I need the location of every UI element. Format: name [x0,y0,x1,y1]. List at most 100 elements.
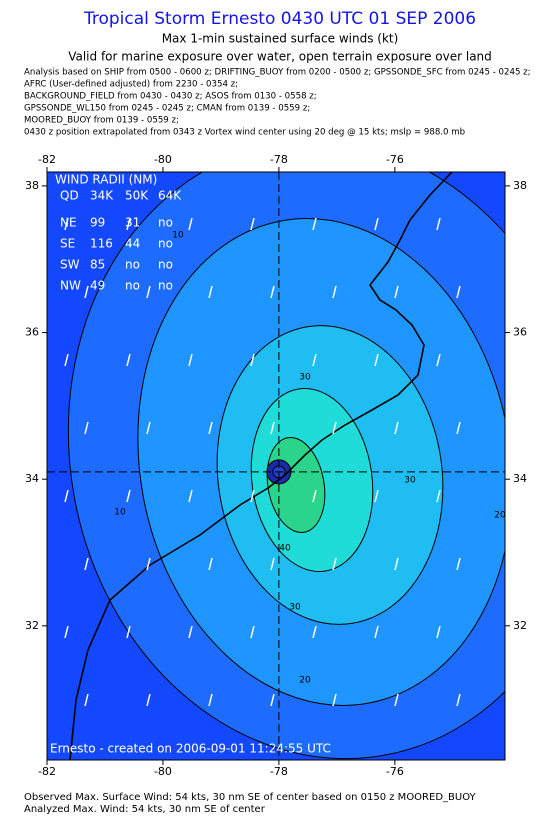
wind-vector [64,217,69,231]
wind-vector [64,489,69,503]
title: Tropical Storm Ernesto 0430 UTC 01 SEP 2… [83,9,476,29]
wind-vector [188,625,193,639]
wind-vector [64,353,69,367]
contour-label: 20 [494,511,506,521]
wind-vector [126,217,131,231]
wind-vector [374,625,379,639]
contour-label: 10 [114,508,126,518]
wind-vector [188,353,193,367]
wind-vector [394,557,399,571]
coastline [69,172,453,760]
radii-title: WIND RADII (NM) [55,173,157,187]
x-tick-label: -78 [270,765,288,778]
radii-cell: 31 [125,216,140,230]
y-tick-label: 34 [25,472,39,485]
wind-vector [188,217,193,231]
y-tick-label: 34 [513,472,527,485]
map-area: 20 10 10 20 30 30 30 40 [47,172,506,760]
radii-cell: no [125,279,140,293]
wind-vector [394,693,399,707]
radii-cell: no [158,216,173,230]
wind-vector [146,421,151,435]
x-tick-label: -76 [386,765,404,778]
wind-vector [126,489,131,503]
wind-vector [126,625,131,639]
y-tick-label: 32 [25,619,39,632]
wind-vector [394,421,399,435]
frame [46,171,506,761]
x-tick-label: -78 [270,153,288,166]
analysis-note: AFRC (User-defined adjusted) from 2230 -… [24,80,238,90]
radii-header: 64K [158,189,182,203]
wind-vector [208,557,213,571]
wind-vector [436,353,441,367]
wind-vector [208,421,213,435]
wind-vector [208,693,213,707]
y-tick-label: 38 [513,179,527,192]
x-tick-label: -82 [38,153,56,166]
contour-label: 20 [299,676,311,686]
wind-vector [270,557,275,571]
analysis-note: MOORED_BUOY from 0139 - 0559 z; [24,116,179,126]
wind-vector [270,693,275,707]
wind-vector [374,353,379,367]
radii-cell: no [158,258,173,272]
radii-cell: 85 [90,258,105,272]
wind-vector [146,693,151,707]
wind-vector [84,285,89,299]
contour-label: 10 [172,231,184,241]
wind-vector [312,625,317,639]
wind-vector [456,421,461,435]
wind-vector [250,217,255,231]
radii-cell: 116 [90,237,113,251]
contour-label: 30 [404,476,416,486]
wind-vector [270,421,275,435]
wind-vector [312,489,317,503]
radii-cell: no [158,237,173,251]
wind-vector [436,217,441,231]
wind-vector [126,353,131,367]
y-tick-label: 32 [513,619,527,632]
radii-header: 50K [125,189,149,203]
x-tick-label: -80 [154,765,172,778]
radii-cell: SE [60,237,75,251]
radii-cell: NW [60,279,81,293]
radii-cell: 44 [125,237,140,251]
wind-vector [312,217,317,231]
wind-vector [456,557,461,571]
wind-vector [374,489,379,503]
x-tick-label: -82 [38,765,56,778]
wind-vector [312,353,317,367]
x-tick-label: -80 [154,153,172,166]
wind-vector [250,489,255,503]
wind-vector [208,285,213,299]
radii-cell: 99 [90,216,105,230]
subtitle: Valid for marine exposure over water, op… [68,50,492,64]
contour-label: 30 [289,603,301,613]
wind-vector [436,489,441,503]
analysis-note: 0430 z position extrapolated from 0343 z… [24,128,465,138]
wind-vector [250,353,255,367]
wind-vector [332,557,337,571]
radii-cell: no [158,279,173,293]
x-tick-label: -76 [386,153,404,166]
radii-cell: NE [60,216,77,230]
credit: Ernesto - created on 2006-09-01 11:24:55… [50,742,331,756]
wind-vector [250,625,255,639]
analysis-note: GPSSONDE_WL150 from 0245 - 0245 z; CMAN … [24,104,310,114]
wind-vector [374,217,379,231]
y-tick-label: 38 [25,179,39,192]
y-tick-label: 36 [513,326,527,339]
radii-header: 34K [90,189,114,203]
analysis-note: BACKGROUND_FIELD from 0430 - 0430 z; ASO… [24,92,317,102]
analysis-note: Analysis based on SHIP from 0500 - 0600 … [24,68,531,78]
wind-vector [456,693,461,707]
radii-cell: no [125,258,140,272]
wind-vector [456,285,461,299]
radii-cell: 49 [90,279,105,293]
wind-vector [332,421,337,435]
wind-vector [188,489,193,503]
wind-vector [270,285,275,299]
subtitle: Max 1-min sustained surface winds (kt) [162,32,399,46]
